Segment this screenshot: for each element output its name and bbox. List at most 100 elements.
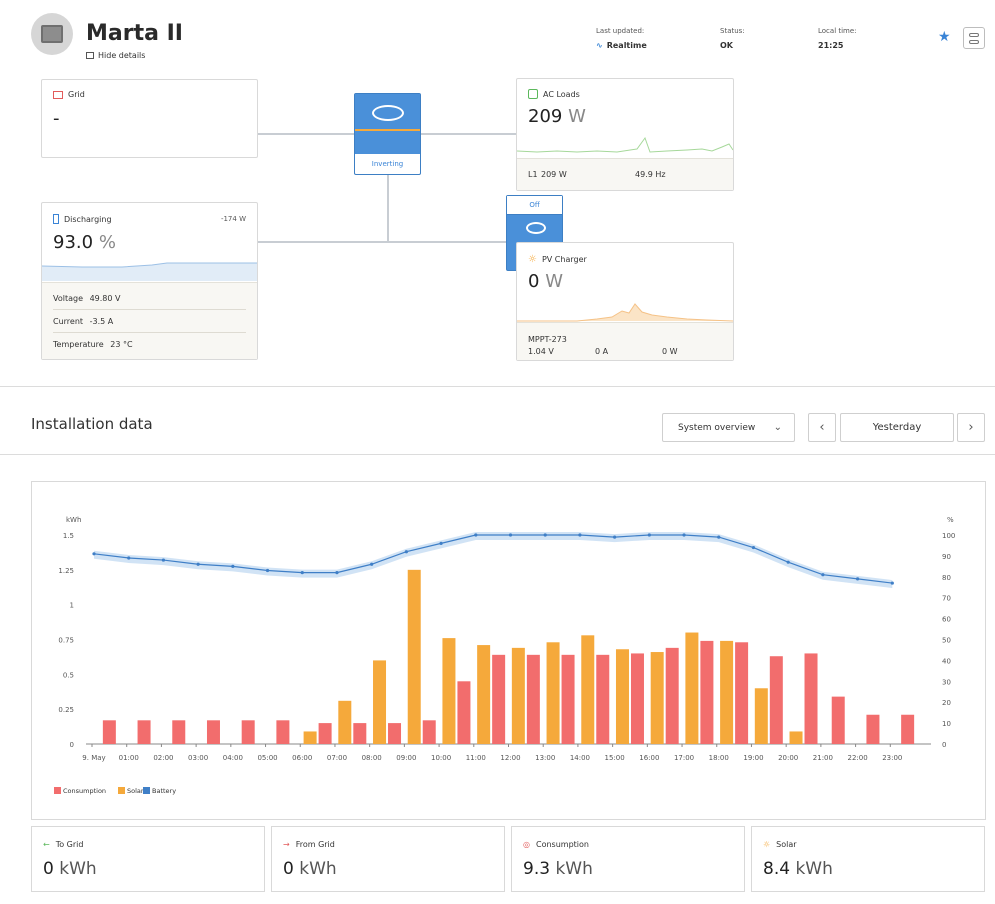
- consumption-bar: [422, 720, 436, 744]
- previous-day-button[interactable]: ‹: [808, 413, 836, 442]
- x-tick-label: 21:00: [813, 754, 833, 762]
- consumption-bar: [206, 720, 220, 744]
- system-overview-dropdown[interactable]: System overview ⌄: [662, 413, 795, 442]
- y-right-tick-label: 60: [942, 616, 951, 624]
- ac-loads-value-line: 209 W: [528, 106, 586, 127]
- legend-swatch: [118, 787, 125, 794]
- from-grid-unit: kWh: [299, 859, 337, 879]
- summary-consumption-card: ◎ Consumption 9.3 kWh: [511, 826, 745, 892]
- consumption-bar: [276, 720, 290, 744]
- x-tick-label: 23:00: [882, 754, 902, 762]
- battery-point: [196, 562, 200, 566]
- x-tick-label: 19:00: [743, 754, 763, 762]
- settings-toggle-button[interactable]: [963, 27, 985, 49]
- consumption-bar: [561, 654, 575, 744]
- battery-row-temperature: Temperature 23 °C: [53, 340, 246, 356]
- ac-loads-label: AC Loads: [543, 89, 580, 99]
- pv-charger-value: 0: [528, 271, 540, 292]
- section-divider-top: [0, 386, 995, 387]
- ac-loads-icon: [528, 89, 538, 99]
- consumption-value: 9.3: [523, 859, 551, 879]
- x-tick-label: 10:00: [431, 754, 451, 762]
- victron-logo-icon: [372, 105, 404, 121]
- x-tick-label: 04:00: [223, 754, 243, 762]
- pv-charger-voltage: 1.04 V: [528, 347, 554, 356]
- y-left-tick-label: 0.25: [58, 706, 74, 714]
- x-tick-label: 09:00: [396, 754, 416, 762]
- consumption-bar: [831, 696, 845, 744]
- from-grid-value: 0: [283, 859, 294, 879]
- solar-bar: [303, 731, 317, 744]
- solar-bar: [546, 642, 560, 744]
- solar-value: 8.4: [763, 859, 791, 879]
- hide-details-label: Hide details: [98, 51, 146, 60]
- last-updated-value: ∿ Realtime: [596, 41, 647, 50]
- y-right-tick-label: 10: [942, 720, 951, 728]
- consumption-bar: [665, 647, 679, 744]
- pv-charger-card[interactable]: ☼ PV Charger 0 W MPPT-273 1.04 V 0 A 0 W: [516, 242, 734, 361]
- battery-point: [578, 533, 582, 537]
- x-tick-label: 9. May: [82, 754, 105, 762]
- hide-details-link[interactable]: Hide details: [86, 51, 145, 60]
- site-avatar: [31, 13, 73, 55]
- summary-to-grid-card: ← To Grid 0 kWh: [31, 826, 265, 892]
- y-left-tick-label: 1.5: [63, 532, 74, 540]
- x-tick-label: 11:00: [466, 754, 486, 762]
- solar-bar: [754, 688, 768, 744]
- consumption-bar: [596, 654, 610, 744]
- y-right-tick-label: 70: [942, 595, 951, 603]
- solar-bar: [442, 638, 456, 744]
- consumption-value-line: 9.3 kWh: [523, 859, 593, 879]
- y-left-tick-label: 1.25: [58, 567, 74, 575]
- ac-loads-card[interactable]: AC Loads 209 W L1 209 W 49.9 Hz: [516, 78, 734, 191]
- next-day-button[interactable]: ›: [957, 413, 985, 442]
- from-grid-header: → From Grid: [283, 840, 335, 849]
- to-grid-value: 0: [43, 859, 54, 879]
- realtime-icon: ∿: [596, 41, 603, 50]
- toggle-icon: [969, 32, 979, 37]
- date-selector-button[interactable]: Yesterday: [840, 413, 954, 442]
- ac-loads-l1-label: L1: [528, 170, 538, 179]
- y-left-tick-label: 0.75: [58, 637, 74, 645]
- legend-label: Solar: [127, 787, 144, 795]
- battery-header: Discharging: [53, 214, 112, 224]
- grid-icon: [53, 90, 63, 99]
- legend-label: Battery: [152, 787, 176, 795]
- x-tick-label: 05:00: [257, 754, 277, 762]
- consumption-bar: [700, 640, 714, 744]
- connector-inverter-acloads: [421, 133, 517, 135]
- solar-unit: kWh: [795, 859, 833, 879]
- favorite-star-icon[interactable]: ★: [938, 29, 951, 45]
- battery-point: [786, 560, 790, 564]
- arrow-right-icon: →: [283, 840, 290, 849]
- battery-footer: Voltage 49.80 V Current -3.5 A Temperatu…: [42, 282, 257, 359]
- battery-point: [855, 577, 860, 581]
- consumption-bar: [172, 720, 186, 744]
- x-tick-label: 17:00: [674, 754, 694, 762]
- solar-value-line: 8.4 kWh: [763, 859, 833, 879]
- solar-bar: [477, 645, 491, 744]
- battery-point: [890, 581, 894, 585]
- battery-point: [127, 556, 131, 560]
- summary-from-grid-card: → From Grid 0 kWh: [271, 826, 505, 892]
- solar-bar: [720, 640, 734, 744]
- solar-bar: [615, 649, 629, 744]
- ac-loads-unit: W: [568, 106, 586, 127]
- inverter-box[interactable]: Inverting: [354, 93, 421, 175]
- ac-loads-value: 209: [528, 106, 563, 127]
- battery-line: [93, 534, 893, 584]
- battery-state-label: Discharging: [64, 214, 112, 224]
- to-grid-unit: kWh: [59, 859, 97, 879]
- consumption-bar: [630, 653, 644, 744]
- from-grid-label: From Grid: [295, 840, 335, 849]
- x-tick-label: 18:00: [709, 754, 729, 762]
- from-grid-value-line: 0 kWh: [283, 859, 337, 879]
- pv-charger-footer: MPPT-273 1.04 V 0 A 0 W: [517, 322, 733, 360]
- consumption-bar: [457, 681, 471, 744]
- y-right-unit-label: %: [947, 516, 954, 524]
- x-tick-label: 08:00: [362, 754, 382, 762]
- battery-card[interactable]: Discharging -174 W 93.0 % Voltage 49.80 …: [41, 202, 258, 360]
- grid-card[interactable]: Grid -: [41, 79, 258, 158]
- ac-loads-frequency: 49.9 Hz: [635, 170, 666, 179]
- ac-loads-sparkline: [517, 136, 733, 153]
